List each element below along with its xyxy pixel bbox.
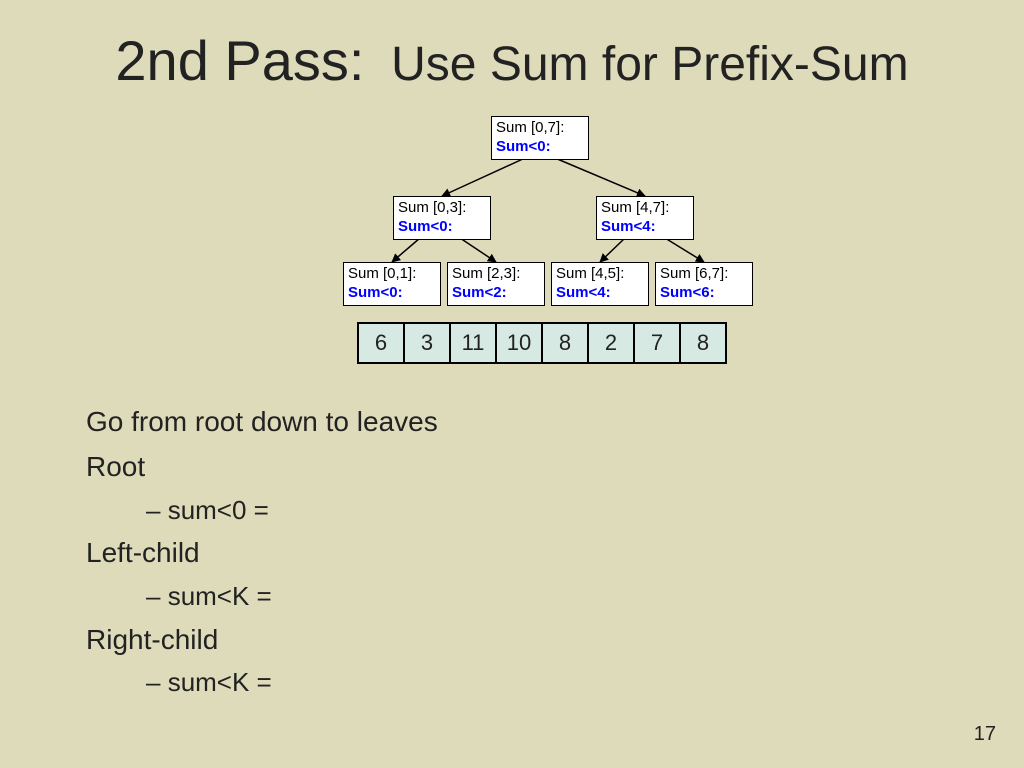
title-prefix: 2nd Pass:: [115, 29, 364, 92]
node-sum: Sum<6:: [660, 284, 748, 303]
tree-node-l2-3: Sum [6,7]:Sum<6:: [655, 262, 753, 306]
body-subline: sum<K =: [86, 662, 438, 704]
leaf-cell: 3: [403, 322, 451, 364]
node-range: Sum [0,3]:: [398, 199, 486, 218]
node-sum: Sum<4:: [601, 218, 689, 237]
body-subline: sum<0 =: [86, 490, 438, 532]
node-sum: Sum<0:: [348, 284, 436, 303]
leaf-cell: 2: [587, 322, 635, 364]
tree-node-l2-0: Sum [0,1]:Sum<0:: [343, 262, 441, 306]
node-sum: Sum<0:: [496, 138, 584, 157]
body-line: Left-child: [86, 531, 438, 576]
node-sum: Sum<4:: [556, 284, 644, 303]
node-sum: Sum<0:: [398, 218, 486, 237]
tree-diagram: Sum [0,7]:Sum<0:Sum [0,3]:Sum<0:Sum [4,7…: [0, 100, 1024, 390]
node-range: Sum [6,7]:: [660, 265, 748, 284]
leaf-cell: 11: [449, 322, 497, 364]
tree-node-l2-1: Sum [2,3]:Sum<2:: [447, 262, 545, 306]
leaf-cell: 8: [541, 322, 589, 364]
leaf-cell: 6: [357, 322, 405, 364]
page-number: 17: [974, 723, 996, 746]
tree-node-root: Sum [0,7]:Sum<0:: [491, 116, 589, 160]
body-line: Root: [86, 445, 438, 490]
body-line: Go from root down to leaves: [86, 400, 438, 445]
node-range: Sum [0,1]:: [348, 265, 436, 284]
body-subline: sum<K =: [86, 576, 438, 618]
leaf-cell: 8: [679, 322, 727, 364]
body-line: Right-child: [86, 618, 438, 663]
tree-node-l1-0: Sum [0,3]:Sum<0:: [393, 196, 491, 240]
leaf-cell: 7: [633, 322, 681, 364]
tree-node-l1-1: Sum [4,7]:Sum<4:: [596, 196, 694, 240]
leaf-row: 6311108278: [357, 322, 725, 364]
leaf-cell: 10: [495, 322, 543, 364]
node-sum: Sum<2:: [452, 284, 540, 303]
node-range: Sum [0,7]:: [496, 119, 584, 138]
slide-title: 2nd Pass: Use Sum for Prefix-Sum: [0, 28, 1024, 93]
body-text: Go from root down to leavesRootsum<0 =Le…: [86, 400, 438, 704]
node-range: Sum [4,5]:: [556, 265, 644, 284]
tree-node-l2-2: Sum [4,5]:Sum<4:: [551, 262, 649, 306]
title-suffix: Use Sum for Prefix-Sum: [391, 38, 908, 91]
node-range: Sum [2,3]:: [452, 265, 540, 284]
node-range: Sum [4,7]:: [601, 199, 689, 218]
